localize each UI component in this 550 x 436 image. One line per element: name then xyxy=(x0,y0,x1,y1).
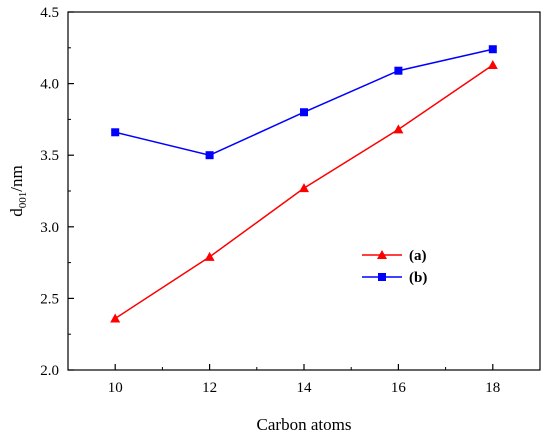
y-axis-label-subscript: 001 xyxy=(17,192,29,209)
legend-label: (a) xyxy=(409,248,427,264)
y-axis: 2.0 2.5 3.0 3.5 4.0 4.5 xyxy=(40,5,74,379)
data-point xyxy=(111,128,120,137)
y-tick-label: 4.5 xyxy=(40,5,59,21)
x-tick-label: 10 xyxy=(108,380,123,396)
legend-marker xyxy=(377,250,387,259)
data-point xyxy=(300,108,308,117)
y-axis-label-main: d xyxy=(7,208,26,217)
legend: (a) (b) xyxy=(362,248,427,286)
y-tick-label: 3.0 xyxy=(40,220,59,236)
x-tick-label: 12 xyxy=(202,380,217,396)
x-tick-label: 14 xyxy=(297,380,313,396)
x-axis-label: Carbon atoms xyxy=(257,415,352,434)
data-point xyxy=(487,59,498,69)
legend-item-a: (a) xyxy=(362,248,427,264)
data-point xyxy=(393,124,404,134)
series-a xyxy=(110,59,498,323)
series-layer xyxy=(110,45,498,323)
series-line xyxy=(115,48,493,156)
legend-marker xyxy=(378,273,386,281)
y-tick-label: 4.0 xyxy=(40,77,59,93)
data-point xyxy=(110,313,121,323)
data-point xyxy=(205,151,214,160)
data-point xyxy=(394,66,403,75)
legend-item-b: (b) xyxy=(362,270,427,286)
y-axis-label: d001/nm xyxy=(7,165,29,216)
x-tick-label: 18 xyxy=(485,380,500,396)
data-point xyxy=(204,251,215,261)
y-tick-label: 2.5 xyxy=(40,291,59,307)
y-axis-label-suffix: /nm xyxy=(7,165,26,191)
y-tick-label: 3.5 xyxy=(40,148,59,164)
data-point xyxy=(488,45,497,54)
x-axis: 10 12 14 16 18 xyxy=(108,364,500,396)
x-tick-label: 16 xyxy=(391,380,407,396)
series-b xyxy=(111,45,497,160)
y-tick-label: 2.0 xyxy=(40,363,59,379)
data-point xyxy=(299,183,309,193)
legend-label: (b) xyxy=(409,270,427,286)
